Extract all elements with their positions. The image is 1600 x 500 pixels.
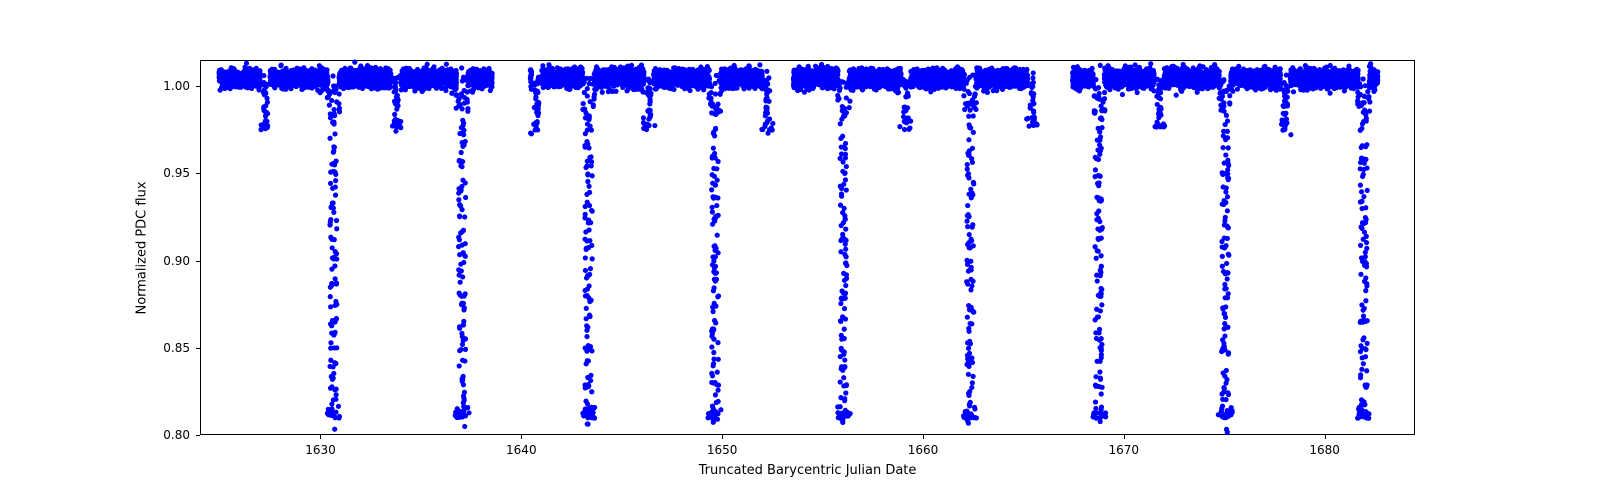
y-tick [196,173,200,174]
x-tick-label: 1640 [506,443,537,457]
x-tick [521,435,522,439]
y-tick [196,435,200,436]
y-tick-label: 0.90 [163,254,190,268]
x-tick-label: 1670 [1109,443,1140,457]
y-tick [196,348,200,349]
y-tick-label: 1.00 [163,79,190,93]
x-tick [1325,435,1326,439]
y-tick [196,261,200,262]
x-tick-label: 1660 [908,443,939,457]
y-axis-label: Normalized PDC flux [135,181,150,314]
y-tick-label: 0.95 [163,166,190,180]
x-tick-label: 1680 [1309,443,1340,457]
scatter-plot [201,61,1416,436]
x-axis-label: Truncated Barycentric Julian Date [699,463,917,478]
x-tick [923,435,924,439]
figure: Truncated Barycentric Julian Date Normal… [0,0,1600,500]
x-tick [1124,435,1125,439]
x-tick [320,435,321,439]
plot-axes [200,60,1415,435]
x-tick [722,435,723,439]
x-tick-label: 1650 [707,443,738,457]
y-tick-label: 0.85 [163,341,190,355]
x-tick-label: 1630 [305,443,336,457]
y-tick [196,86,200,87]
y-tick-label: 0.80 [163,428,190,442]
